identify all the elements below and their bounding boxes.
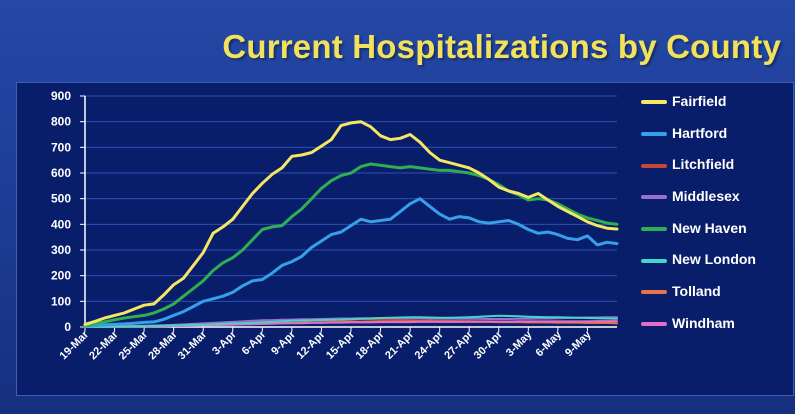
x-tick-label: 9-May: [563, 328, 594, 359]
x-tick-label: 30-Apr: [472, 328, 506, 362]
x-tick-label: 19-Mar: [58, 328, 92, 362]
x-tick-label: 12-Apr: [294, 328, 328, 362]
legend-swatch: [641, 163, 667, 168]
y-tick-label: 400: [51, 217, 71, 231]
legend-label: Windham: [672, 314, 735, 331]
legend-swatch: [641, 290, 667, 295]
series-line-new-london: [84, 314, 618, 328]
x-tick-label: 15-Apr: [324, 328, 358, 362]
y-tick-label: 0: [64, 320, 71, 334]
legend-label: New Haven: [672, 219, 747, 236]
legend-swatch: [641, 227, 667, 232]
y-tick-label: 100: [51, 294, 71, 308]
x-tick-label: 6-Apr: [240, 328, 269, 357]
legend-swatch: [641, 258, 667, 263]
series-line-hartford: [83, 197, 619, 328]
x-tick-label: 21-Apr: [383, 328, 417, 362]
x-tick-label: 27-Apr: [442, 328, 476, 362]
x-tick-label: 3-May: [504, 328, 535, 359]
series-lines: [83, 120, 619, 328]
legend-item-hartford: Hartford: [641, 123, 791, 155]
legend-item-windham: Windham: [641, 313, 791, 345]
y-tick-label: 900: [51, 89, 71, 103]
legend: Fairfield Hartford Litchfield Middlesex …: [641, 91, 791, 345]
x-tick-label: 18-Apr: [354, 328, 388, 362]
y-axis-ticks: 0 100 200 300 400 500 600 700 800 900: [51, 89, 85, 334]
series-line-new-haven: [83, 162, 619, 328]
legend-swatch: [641, 322, 667, 327]
slide-title: Current Hospitalizations by County: [222, 28, 781, 65]
legend-swatch: [641, 131, 667, 136]
legend-label: Hartford: [672, 124, 728, 141]
y-tick-label: 500: [51, 192, 71, 206]
legend-item-new-haven: New Haven: [641, 218, 791, 250]
x-tick-label: 3-Apr: [210, 328, 239, 357]
legend-swatch: [641, 100, 667, 105]
x-tick-label: 25-Mar: [117, 328, 151, 362]
x-tick-label: 6-May: [533, 328, 564, 359]
legend-label: Litchfield: [672, 156, 735, 173]
legend-item-fairfield: Fairfield: [641, 91, 791, 123]
chart-panel: 0 100 200 300 400 500 600 700 800 900 19-Mar 22-Ma…: [16, 82, 794, 396]
legend-label: Fairfield: [672, 93, 727, 109]
legend-label: Tolland: [672, 283, 721, 300]
y-tick-label: 300: [51, 243, 71, 257]
line-chart: 0 100 200 300 400 500 600 700 800 900 19-Mar22-Ma…: [51, 89, 619, 362]
legend-swatch: [641, 195, 667, 200]
legend-item-litchfield: Litchfield: [641, 154, 791, 186]
legend-label: Middlesex: [672, 188, 740, 205]
y-tick-label: 800: [51, 115, 71, 129]
x-tick-label: 28-Mar: [146, 328, 180, 362]
y-tick-label: 200: [51, 269, 71, 283]
x-tick-label: 24-Apr: [413, 328, 447, 362]
x-tick-label: 31-Mar: [176, 328, 210, 362]
y-tick-label: 700: [51, 140, 71, 154]
legend-item-new-london: New London: [641, 249, 791, 281]
series-line-fairfield: [83, 120, 619, 326]
legend-item-tolland: Tolland: [641, 281, 791, 313]
legend-item-middlesex: Middlesex: [641, 186, 791, 218]
y-tick-label: 600: [51, 166, 71, 180]
x-tick-label: 22-Mar: [87, 328, 121, 362]
legend-label: New London: [672, 251, 756, 268]
